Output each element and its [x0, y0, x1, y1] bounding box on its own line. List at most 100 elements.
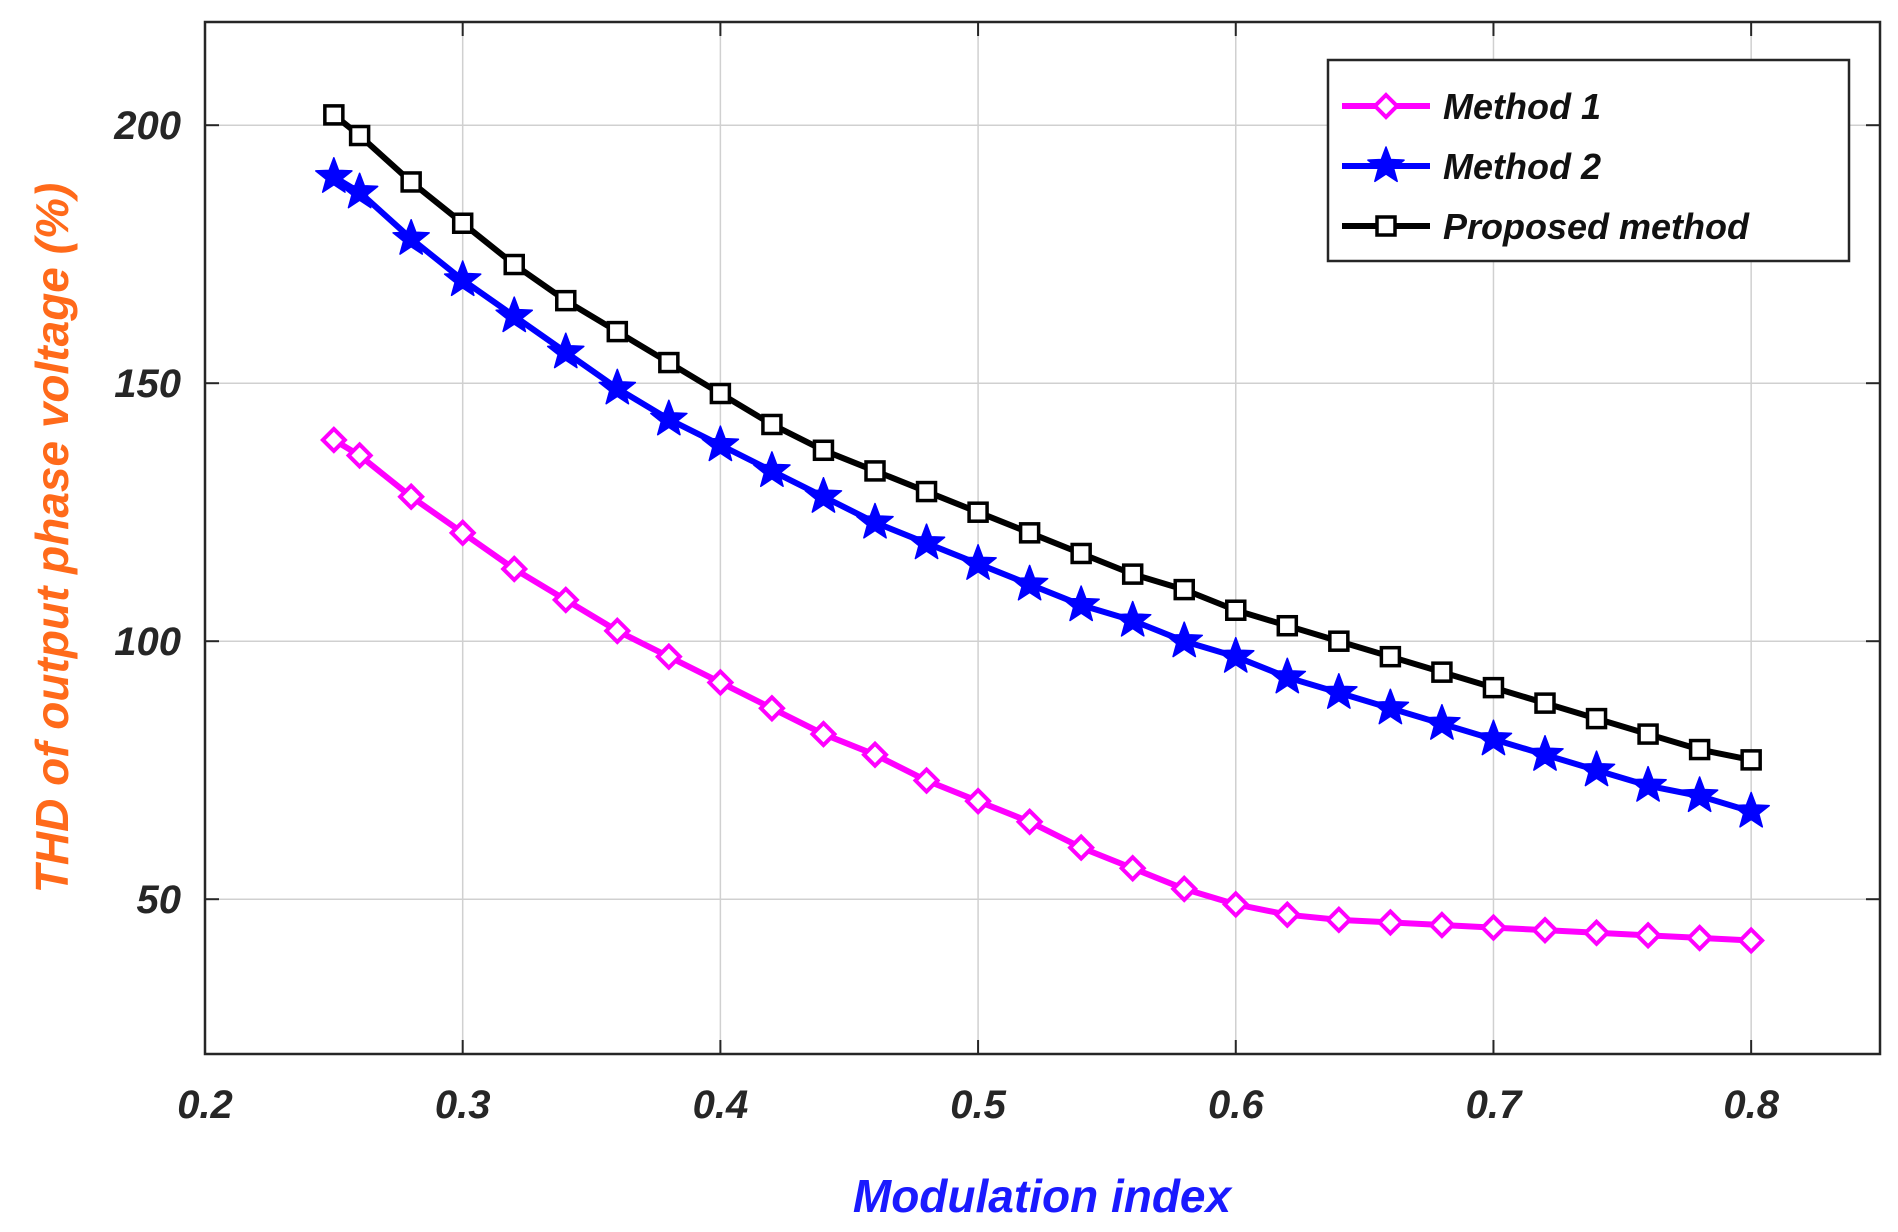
data-point — [753, 451, 791, 488]
x-tick-label: 0.7 — [1466, 1083, 1523, 1127]
data-point — [500, 555, 529, 583]
data-point — [1685, 924, 1714, 952]
data-point — [315, 157, 353, 193]
data-point — [1634, 921, 1662, 950]
data-point — [1423, 704, 1461, 740]
data-point — [323, 104, 345, 126]
data-point — [1428, 911, 1456, 939]
data-point — [1379, 645, 1402, 668]
data-point — [1170, 875, 1199, 903]
data-point — [555, 289, 577, 312]
data-point — [1577, 750, 1616, 787]
x-axis: 0.2 0.3 0.4 0.5 0.6 0.7 0.8 — [177, 22, 1780, 1127]
data-point — [864, 460, 886, 482]
data-point — [1479, 913, 1508, 942]
data-point — [551, 586, 580, 614]
data-point — [650, 399, 688, 436]
data-point — [1732, 791, 1770, 828]
x-axis-title: Modulation index — [853, 1170, 1234, 1222]
data-point — [804, 476, 843, 513]
y-tick-label: 50 — [137, 878, 182, 922]
x-tick-label: 0.4 — [693, 1083, 749, 1127]
data-point — [812, 439, 835, 462]
y-axis: 50 100 150 200 — [113, 104, 1880, 922]
data-point — [1165, 621, 1204, 658]
data-point — [1585, 707, 1608, 730]
data-point — [348, 124, 371, 147]
legend-label: Proposed method — [1443, 206, 1750, 247]
data-point — [1118, 854, 1147, 883]
data-point — [546, 332, 585, 369]
data-point — [1482, 676, 1505, 699]
data-point — [1325, 906, 1353, 934]
data-point — [1737, 926, 1765, 955]
data-point — [701, 425, 740, 462]
data-point — [907, 523, 946, 560]
legend-marker — [1367, 146, 1405, 183]
data-point — [1173, 578, 1195, 601]
series-proposed-method — [323, 104, 1762, 771]
legend-label: Method 1 — [1443, 86, 1601, 127]
data-point — [967, 501, 989, 523]
plot-series — [315, 104, 1770, 955]
data-point — [856, 502, 894, 539]
legend-label: Method 2 — [1443, 146, 1601, 187]
data-point — [1531, 916, 1559, 944]
x-tick-label: 0.5 — [950, 1083, 1006, 1127]
data-point — [495, 296, 534, 333]
data-point — [392, 218, 430, 255]
data-point — [598, 368, 637, 405]
data-point — [1018, 522, 1041, 544]
x-tick-label: 0.8 — [1723, 1083, 1779, 1127]
data-point — [709, 382, 732, 405]
y-axis-title: THD of output phase voltage (%) — [26, 183, 78, 893]
data-point — [1582, 918, 1611, 947]
data-point — [1010, 564, 1049, 601]
data-point — [1113, 600, 1152, 637]
y-tick-label: 150 — [114, 362, 181, 406]
data-point — [1221, 890, 1250, 919]
legend: Method 1 Method 2 Proposed method — [1326, 58, 1851, 263]
legend-entry: Method 2 — [1342, 146, 1601, 187]
legend-entry: Proposed method — [1342, 206, 1750, 247]
data-point — [1526, 734, 1564, 771]
data-point — [603, 617, 632, 645]
x-tick-label: 0.6 — [1208, 1083, 1264, 1127]
data-point — [1276, 614, 1299, 637]
data-point — [345, 441, 374, 470]
x-tick-label: 0.2 — [177, 1083, 233, 1127]
data-point — [1431, 661, 1453, 683]
data-point — [1070, 542, 1092, 565]
data-point — [1121, 563, 1144, 585]
data-point — [1015, 807, 1044, 836]
data-point — [448, 519, 477, 547]
data-point — [397, 482, 425, 511]
data-point — [915, 480, 938, 503]
legend-marker — [1372, 92, 1400, 120]
data-point — [861, 740, 889, 769]
series-method-2 — [315, 157, 1770, 828]
data-point — [758, 694, 786, 723]
data-point — [658, 351, 680, 374]
data-point — [1225, 599, 1247, 621]
data-point — [340, 172, 379, 209]
data-point — [1376, 908, 1405, 937]
data-point — [1067, 833, 1095, 862]
y-tick-label: 200 — [113, 104, 181, 148]
data-point — [1371, 688, 1410, 725]
data-point — [1637, 723, 1659, 745]
data-point — [964, 787, 992, 815]
data-point — [1320, 673, 1358, 709]
data-point — [606, 320, 629, 343]
data-point — [1534, 692, 1556, 714]
plot-area — [203, 20, 1882, 1056]
data-point — [1273, 900, 1302, 929]
data-point — [959, 544, 997, 580]
data-point — [451, 212, 474, 234]
data-point — [912, 766, 941, 795]
data-point — [400, 171, 422, 193]
data-point — [1216, 636, 1255, 673]
data-point — [761, 413, 783, 436]
series-method-1 — [320, 426, 1765, 955]
